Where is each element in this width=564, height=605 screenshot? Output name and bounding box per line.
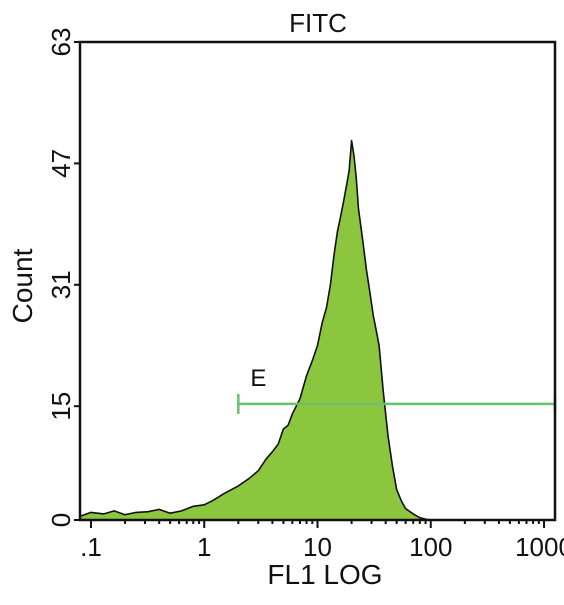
y-tick-label: 15 — [46, 392, 76, 421]
y-tick-label: 63 — [46, 28, 76, 57]
x-tick-label: 100 — [409, 532, 452, 562]
x-tick-label: .1 — [80, 532, 102, 562]
plot-area — [79, 139, 555, 521]
y-axis-ticks: 0 15 31 47 63 — [46, 28, 80, 527]
x-tick-label: 10 — [303, 532, 332, 562]
y-tick-label: 31 — [46, 270, 76, 299]
gate-label: E — [250, 365, 266, 392]
gate-layer: E — [237, 365, 557, 414]
y-tick-label: 0 — [46, 513, 76, 527]
y-tick-label: 47 — [46, 149, 76, 178]
gate-marker: E — [237, 365, 557, 414]
histogram-outline — [79, 139, 555, 521]
x-axis-label: FL1 LOG — [267, 559, 382, 590]
x-tick-label: 1 — [197, 532, 211, 562]
histogram-fill — [80, 140, 555, 520]
y-axis-label: Count — [7, 248, 38, 323]
chart-title: FITC — [289, 8, 347, 38]
